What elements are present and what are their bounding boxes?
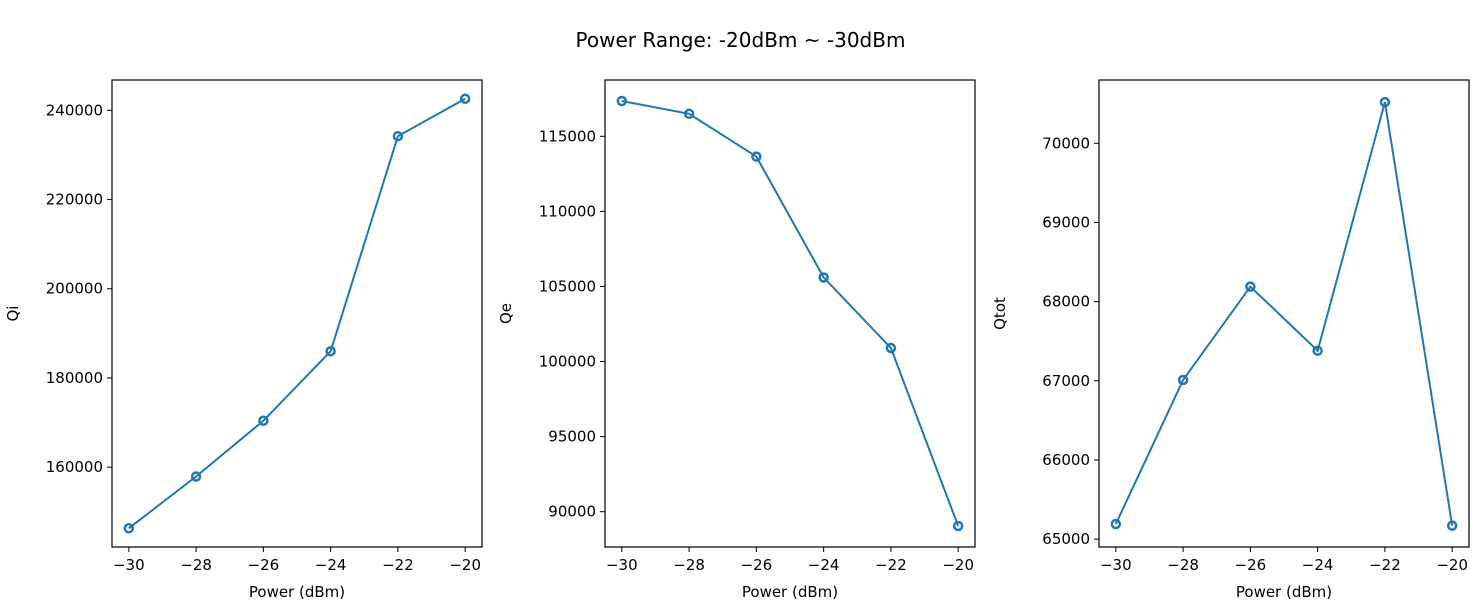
- qe-x-tick-label: −22: [875, 556, 907, 574]
- qe-data-point: [818, 272, 829, 283]
- qi-data-point: [190, 471, 202, 482]
- qi-y-tick-label: 240000: [46, 101, 103, 119]
- qtot-data-point: [1110, 518, 1122, 530]
- qi-y-axis-label: Qi: [4, 306, 22, 322]
- qe-y-tick-label: 115000: [539, 127, 596, 145]
- qi-data-point: [392, 130, 404, 142]
- qtot-y-tick-label: 66000: [1042, 451, 1090, 469]
- qe-y-tick-label: 100000: [539, 353, 596, 371]
- qi-data-point: [258, 415, 269, 427]
- qtot-data-point: [1446, 520, 1458, 531]
- qtot-y-tick-label: 67000: [1042, 372, 1090, 390]
- qtot-series-line: [1114, 101, 1454, 526]
- qe-x-axis-label: Power (dBm): [742, 583, 838, 601]
- qe-data-point: [885, 342, 897, 354]
- qtot-axes-frame: [1098, 79, 1470, 548]
- qtot-y-tick-label: 68000: [1042, 293, 1090, 311]
- qe-y-tick-label: 90000: [548, 503, 596, 521]
- subplot-qtot: −30 −28 −26 −24 −22 −20 65000 66000 67000 68000 69…: [991, 79, 1470, 601]
- qe-data-point: [683, 108, 695, 120]
- qi-x-tick-label: −30: [113, 556, 145, 574]
- qi-data-point: [123, 523, 135, 534]
- qtot-x-tick-label: −20: [1436, 556, 1468, 574]
- qi-y-tick-label: 180000: [46, 369, 103, 387]
- qe-x-tick-label: −28: [673, 556, 705, 574]
- qe-y-tick-label: 110000: [539, 202, 596, 220]
- qi-x-tick-label: −26: [248, 556, 280, 574]
- qe-x-tick-label: −20: [942, 556, 974, 574]
- qtot-y-tick-label: 70000: [1042, 134, 1090, 152]
- qi-data-point: [325, 345, 336, 357]
- qi-series-line: [128, 97, 466, 530]
- qe-x-tick-label: −30: [606, 556, 638, 574]
- qi-axes-frame: [111, 79, 483, 548]
- qtot-x-tick-label: −22: [1369, 556, 1401, 574]
- qtot-data-point: [1245, 281, 1256, 292]
- subplot-qi: −30 −28 −26 −24 −22 −20 160000 180000 200000 2200…: [4, 79, 483, 601]
- qtot-y-tick-label: 65000: [1042, 530, 1090, 548]
- qe-data-point: [952, 520, 964, 532]
- qtot-data-point: [1177, 374, 1189, 386]
- qe-data-point: [751, 151, 762, 162]
- qtot-data-point: [1312, 345, 1323, 356]
- qe-y-tick-label: 105000: [539, 277, 596, 295]
- subplot-qe: −30 −28 −26 −24 −22 −20 90000 95000 100000 105000…: [497, 79, 976, 601]
- qi-y-tick-label: 200000: [46, 280, 103, 298]
- qe-series-line: [621, 100, 960, 527]
- qtot-x-tick-label: −26: [1235, 556, 1267, 574]
- qe-y-tick-label: 95000: [548, 428, 596, 446]
- qi-y-tick-label: 160000: [46, 458, 103, 476]
- qe-y-axis-label: Qe: [497, 303, 515, 324]
- qtot-x-tick-label: −24: [1302, 556, 1334, 574]
- qe-axes-frame: [604, 79, 976, 548]
- qe-data-point: [616, 95, 628, 107]
- qi-data-point: [459, 93, 471, 104]
- qe-x-tick-label: −26: [741, 556, 773, 574]
- qi-y-tick-label: 220000: [46, 191, 103, 209]
- qi-x-tick-label: −20: [449, 556, 481, 574]
- qtot-x-tick-label: −30: [1100, 556, 1132, 574]
- qtot-x-tick-label: −28: [1167, 556, 1199, 574]
- qi-x-tick-label: −24: [315, 556, 347, 574]
- qi-x-tick-label: −22: [382, 556, 414, 574]
- qi-x-axis-label: Power (dBm): [249, 583, 345, 601]
- qi-x-tick-label: −28: [180, 556, 212, 574]
- qtot-y-axis-label: Qtot: [991, 297, 1009, 330]
- qtot-x-axis-label: Power (dBm): [1236, 583, 1332, 601]
- qtot-data-point: [1379, 96, 1391, 108]
- figure-title: Power Range: -20dBm ~ -30dBm: [575, 28, 906, 52]
- qe-x-tick-label: −24: [808, 556, 840, 574]
- qtot-y-tick-label: 69000: [1042, 213, 1090, 231]
